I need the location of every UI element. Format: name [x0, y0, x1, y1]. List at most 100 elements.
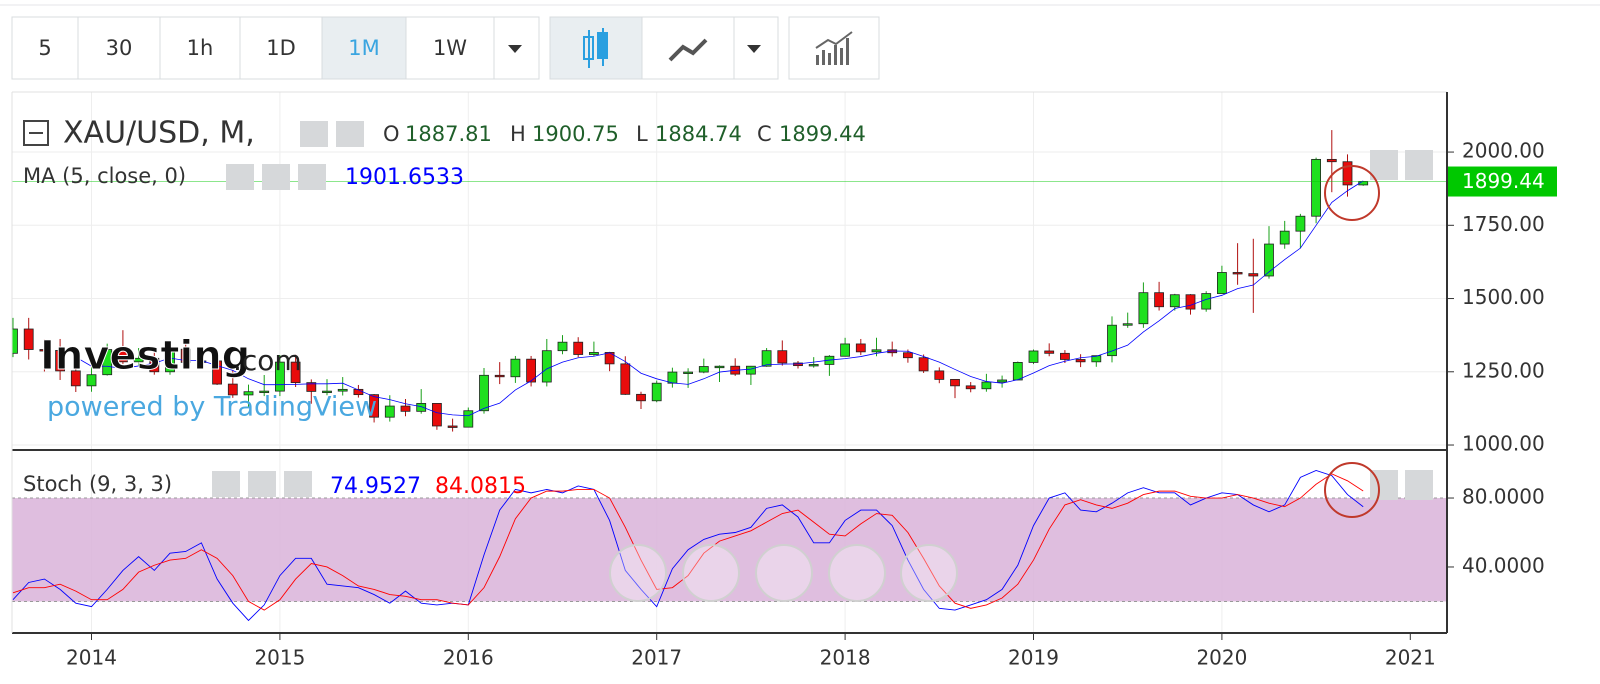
y-tick-label: 1500.00: [1462, 285, 1545, 309]
interval-button[interactable]: [159, 16, 241, 80]
ma-title: MA (5, close, 0): [23, 164, 186, 188]
candle-body: [698, 366, 709, 373]
candle-body: [212, 360, 223, 385]
candle-body: [494, 374, 505, 378]
stoch-line: [12, 469, 1364, 622]
candle-body: [1326, 158, 1337, 163]
candle-body: [12, 328, 18, 354]
ohlc-value: 1900.75: [532, 122, 619, 146]
candle-body: [918, 357, 929, 372]
settings-icon[interactable]: [262, 164, 290, 190]
x-tick-label: 2019: [1008, 646, 1059, 670]
highlight-circle: [1324, 462, 1380, 518]
stoch-band: [12, 498, 1447, 602]
interval-button[interactable]: [77, 16, 161, 80]
candle-body: [306, 382, 317, 392]
eye-icon[interactable]: [212, 471, 240, 497]
ohlc-value: 1899.44: [779, 122, 866, 146]
candle-body: [447, 425, 458, 428]
candle-body: [1217, 272, 1227, 294]
candle-body: [416, 403, 427, 412]
dropdown-arrow: [747, 45, 761, 53]
watermark-suffix: .com: [233, 344, 302, 377]
candle-body: [573, 341, 584, 355]
candle-body: [620, 363, 631, 395]
zoom-out-button[interactable]: [682, 544, 740, 602]
candle-body: [290, 361, 301, 384]
candle-body: [1232, 272, 1243, 275]
candle-body: [1154, 292, 1164, 308]
candle-body: [102, 349, 113, 376]
pane-resize-button[interactable]: [1405, 470, 1433, 500]
settings-icon[interactable]: [248, 471, 276, 497]
legend-main: XAU/USD, M, O 1887.81 H 1900.75 L 1884.7…: [23, 116, 866, 190]
interval-label: 1M: [348, 36, 379, 60]
legend-stoch: Stoch (9, 3, 3) 74.9527 84.0815: [23, 471, 526, 499]
candles-icon: [583, 28, 608, 68]
navigation: [609, 544, 958, 602]
candle-body: [1044, 350, 1055, 354]
stoch-d-value: 84.0815: [435, 474, 526, 499]
candle-body: [903, 352, 913, 359]
scroll-left-button[interactable]: [609, 544, 667, 602]
labels-layer: 2014 2015 2016 2017 2018 2019 2020 2021 1000.00 1…: [66, 139, 1557, 670]
candle-body: [1248, 273, 1259, 277]
x-tick-label: 2020: [1196, 646, 1247, 670]
reset-button[interactable]: [755, 544, 813, 602]
y-tick-label: 2000.00: [1462, 139, 1545, 163]
interval-button[interactable]: [405, 16, 495, 80]
candle-body: [1264, 243, 1274, 277]
candle-body: [777, 350, 788, 364]
candle-body: [1060, 352, 1070, 360]
candle-body: [322, 390, 332, 394]
close-icon[interactable]: [284, 471, 312, 497]
zoom-in-button[interactable]: [828, 544, 886, 602]
candle-body: [400, 405, 411, 412]
interval-button[interactable]: [11, 16, 79, 80]
watermark: Investing .com powered by TradingView: [40, 333, 378, 423]
interval-label: 5: [38, 36, 51, 60]
settings-icon[interactable]: [336, 121, 364, 147]
candle-body: [149, 357, 160, 373]
candle-body: [1028, 350, 1039, 363]
candle-body: [1122, 323, 1133, 326]
candle-body: [667, 371, 678, 384]
interval-button[interactable]: [321, 16, 407, 80]
candle-body: [369, 394, 380, 418]
candle-body: [1091, 355, 1102, 363]
candle-body: [118, 349, 128, 363]
y-tick-label: 40.0000: [1462, 553, 1545, 577]
candle-body: [23, 328, 34, 350]
candle-body: [589, 352, 599, 355]
collapse-icon[interactable]: [23, 120, 49, 146]
eye-icon[interactable]: [300, 121, 328, 147]
ohlc-label: H: [510, 122, 526, 146]
candle-body: [997, 379, 1007, 383]
symbol-title: XAU/USD, M,: [63, 116, 255, 151]
y-tick-label: 1000.00: [1462, 432, 1545, 456]
interval-label: 1h: [187, 36, 214, 60]
watermark-powered: powered by TradingView: [47, 392, 377, 423]
x-tick-label: 2015: [254, 646, 305, 670]
interval-button[interactable]: [239, 16, 323, 80]
candle-body: [557, 341, 568, 352]
candle-body: [1012, 362, 1023, 381]
x-tick-label: 2017: [631, 646, 682, 670]
candle-body: [526, 358, 536, 383]
x-tick-label: 2018: [820, 646, 871, 670]
x-tick-label: 2021: [1385, 646, 1436, 670]
candle-body: [746, 365, 756, 375]
stoch-title: Stoch (9, 3, 3): [23, 472, 172, 496]
candle-body: [761, 350, 772, 367]
ohlc-label: O: [383, 122, 400, 146]
candles-button[interactable]: [549, 16, 643, 80]
pane-down-button[interactable]: [1370, 150, 1398, 180]
pane-resize-button[interactable]: [1405, 150, 1433, 180]
scroll-right-button[interactable]: [900, 544, 958, 602]
close-icon[interactable]: [298, 164, 326, 190]
eye-icon[interactable]: [226, 164, 254, 190]
candle-body: [965, 385, 976, 390]
ma-line: [75, 180, 1364, 417]
candle-body: [1107, 324, 1117, 357]
